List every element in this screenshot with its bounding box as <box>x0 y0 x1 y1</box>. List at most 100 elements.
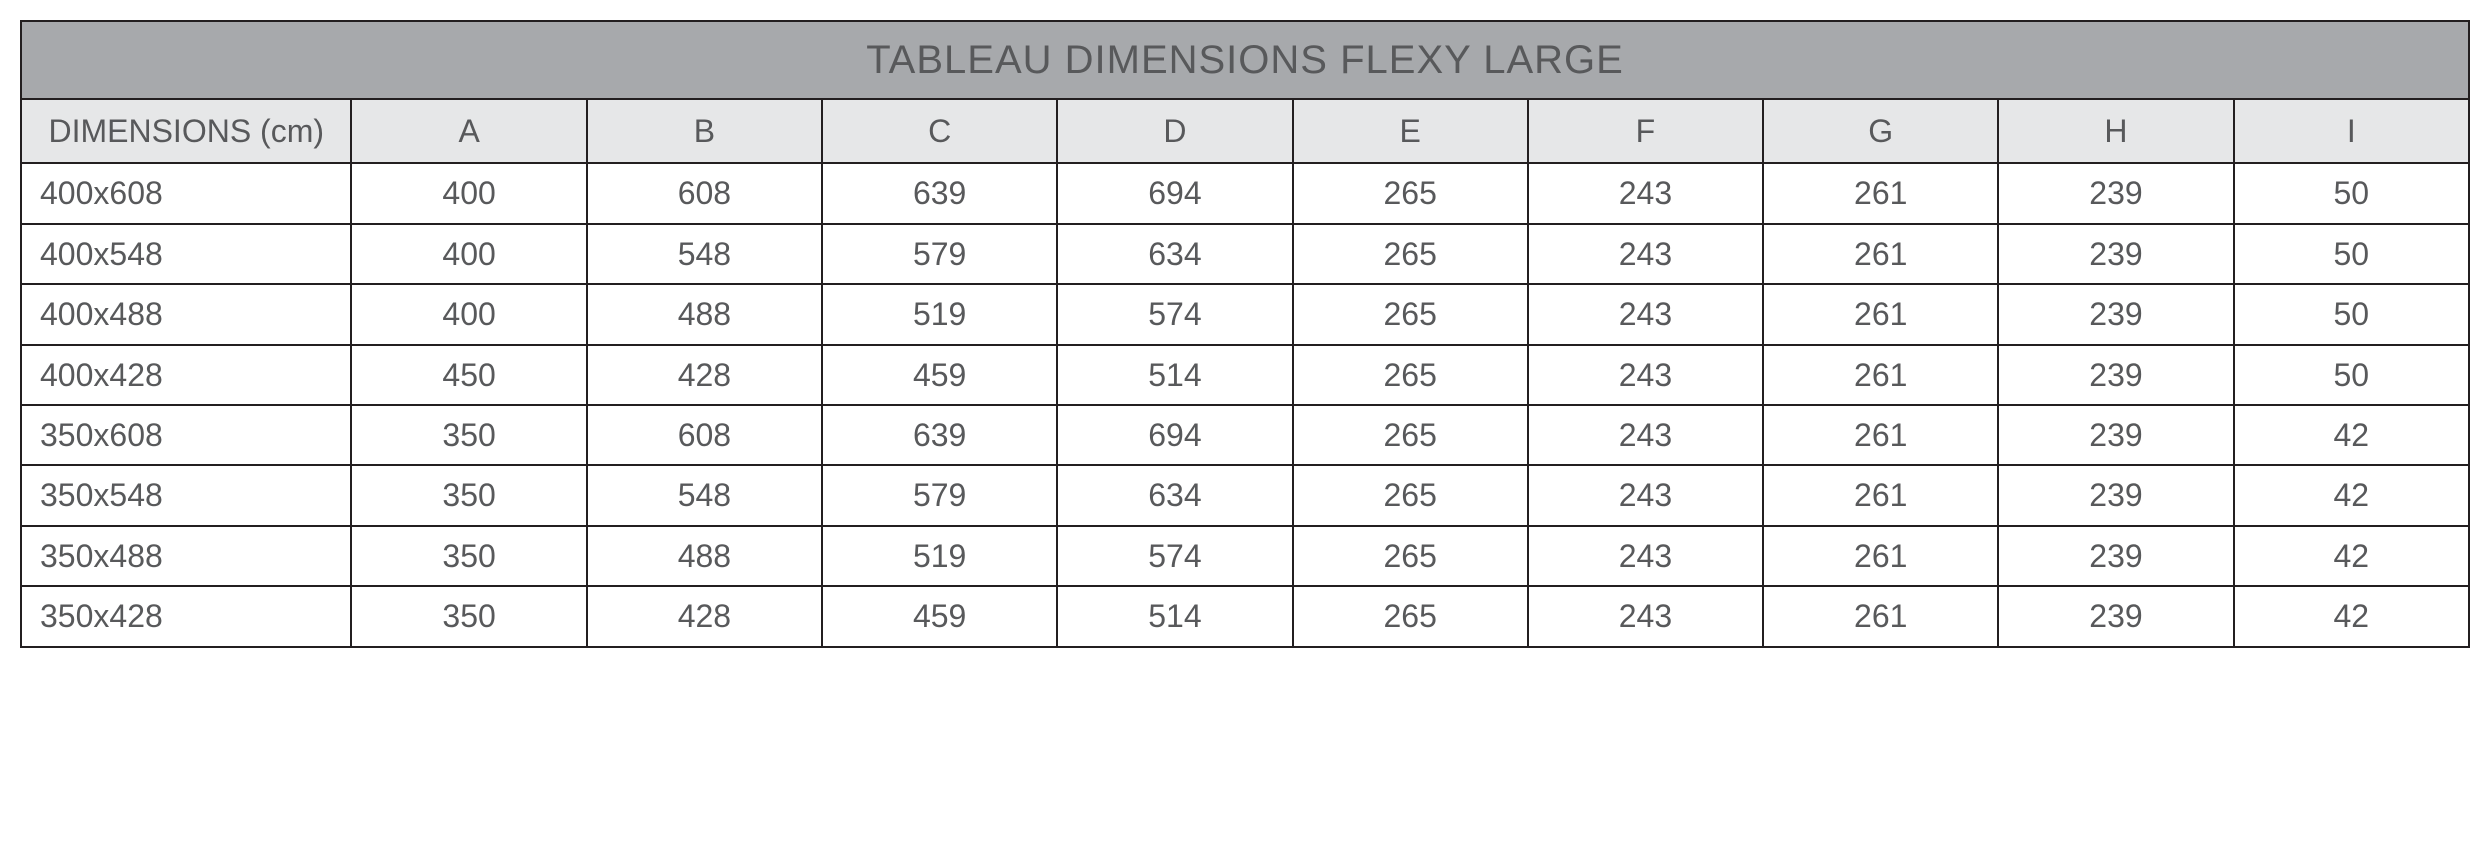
table-row: 400x488 400 488 519 574 265 243 261 239 … <box>21 284 2469 344</box>
table-cell: 400x608 <box>21 163 351 223</box>
table-cell: 519 <box>822 526 1057 586</box>
table-cell: 243 <box>1528 405 1763 465</box>
table-cell: 350x608 <box>21 405 351 465</box>
table-cell: 239 <box>1998 284 2233 344</box>
column-header: D <box>1057 99 1292 163</box>
table-cell: 428 <box>587 345 822 405</box>
table-cell: 50 <box>2234 345 2469 405</box>
column-header: B <box>587 99 822 163</box>
table-row: 350x608 350 608 639 694 265 243 261 239 … <box>21 405 2469 465</box>
table-cell: 265 <box>1293 586 1528 646</box>
table-cell: 350 <box>351 405 586 465</box>
table-cell: 239 <box>1998 224 2233 284</box>
table-cell: 574 <box>1057 284 1292 344</box>
table-cell: 608 <box>587 405 822 465</box>
table-cell: 450 <box>351 345 586 405</box>
table-cell: 265 <box>1293 465 1528 525</box>
table-cell: 42 <box>2234 586 2469 646</box>
table-cell: 350 <box>351 465 586 525</box>
table-row: 350x488 350 488 519 574 265 243 261 239 … <box>21 526 2469 586</box>
table-title-row: TABLEAU DIMENSIONS FLEXY LARGE <box>21 21 2469 99</box>
table-cell: 243 <box>1528 586 1763 646</box>
column-header: G <box>1763 99 1998 163</box>
table-cell: 579 <box>822 465 1057 525</box>
table-cell: 243 <box>1528 284 1763 344</box>
table-cell: 400 <box>351 284 586 344</box>
table-row: 400x608 400 608 639 694 265 243 261 239 … <box>21 163 2469 223</box>
table-cell: 239 <box>1998 345 2233 405</box>
table-cell: 50 <box>2234 163 2469 223</box>
table-cell: 261 <box>1763 586 1998 646</box>
table-cell: 428 <box>587 586 822 646</box>
table-cell: 42 <box>2234 465 2469 525</box>
table-cell: 50 <box>2234 284 2469 344</box>
table-cell: 548 <box>587 224 822 284</box>
table-cell: 639 <box>822 163 1057 223</box>
table-row: 350x428 350 428 459 514 265 243 261 239 … <box>21 586 2469 646</box>
table-cell: 261 <box>1763 163 1998 223</box>
column-header: C <box>822 99 1057 163</box>
dimensions-table: TABLEAU DIMENSIONS FLEXY LARGE DIMENSION… <box>20 20 2470 648</box>
table-cell: 243 <box>1528 465 1763 525</box>
table-cell: 350x428 <box>21 586 351 646</box>
table-cell: 459 <box>822 345 1057 405</box>
table-cell: 400 <box>351 163 586 223</box>
table-cell: 42 <box>2234 405 2469 465</box>
table-cell: 579 <box>822 224 1057 284</box>
table-cell: 261 <box>1763 526 1998 586</box>
table-cell: 574 <box>1057 526 1292 586</box>
table-cell: 548 <box>587 465 822 525</box>
table-cell: 694 <box>1057 163 1292 223</box>
table-cell: 519 <box>822 284 1057 344</box>
table-title: TABLEAU DIMENSIONS FLEXY LARGE <box>21 21 2469 99</box>
table-cell: 261 <box>1763 345 1998 405</box>
table-cell: 42 <box>2234 526 2469 586</box>
table-cell: 265 <box>1293 345 1528 405</box>
table-body: 400x608 400 608 639 694 265 243 261 239 … <box>21 163 2469 646</box>
table-cell: 350x548 <box>21 465 351 525</box>
column-header: F <box>1528 99 1763 163</box>
table-cell: 350 <box>351 526 586 586</box>
table-cell: 608 <box>587 163 822 223</box>
table-row: 400x548 400 548 579 634 265 243 261 239 … <box>21 224 2469 284</box>
table-cell: 261 <box>1763 405 1998 465</box>
table-cell: 265 <box>1293 163 1528 223</box>
table-cell: 634 <box>1057 224 1292 284</box>
table-cell: 639 <box>822 405 1057 465</box>
column-header: E <box>1293 99 1528 163</box>
table-cell: 265 <box>1293 405 1528 465</box>
table-cell: 239 <box>1998 465 2233 525</box>
table-row: 400x428 450 428 459 514 265 243 261 239 … <box>21 345 2469 405</box>
column-header: A <box>351 99 586 163</box>
table-cell: 261 <box>1763 284 1998 344</box>
table-cell: 350 <box>351 586 586 646</box>
table-cell: 261 <box>1763 224 1998 284</box>
table-cell: 400x488 <box>21 284 351 344</box>
table-cell: 400x548 <box>21 224 351 284</box>
table-cell: 243 <box>1528 163 1763 223</box>
table-cell: 50 <box>2234 224 2469 284</box>
column-header: DIMENSIONS (cm) <box>21 99 351 163</box>
table-row: 350x548 350 548 579 634 265 243 261 239 … <box>21 465 2469 525</box>
table-cell: 350x488 <box>21 526 351 586</box>
table-cell: 514 <box>1057 345 1292 405</box>
table-cell: 514 <box>1057 586 1292 646</box>
table-cell: 634 <box>1057 465 1292 525</box>
table-cell: 459 <box>822 586 1057 646</box>
column-header: I <box>2234 99 2469 163</box>
table-cell: 265 <box>1293 284 1528 344</box>
column-header: H <box>1998 99 2233 163</box>
table-cell: 265 <box>1293 526 1528 586</box>
table-cell: 261 <box>1763 465 1998 525</box>
table-cell: 243 <box>1528 345 1763 405</box>
table-cell: 400x428 <box>21 345 351 405</box>
dimensions-table-container: TABLEAU DIMENSIONS FLEXY LARGE DIMENSION… <box>20 20 2470 648</box>
table-cell: 243 <box>1528 224 1763 284</box>
table-cell: 488 <box>587 284 822 344</box>
table-cell: 239 <box>1998 586 2233 646</box>
table-cell: 239 <box>1998 405 2233 465</box>
table-cell: 243 <box>1528 526 1763 586</box>
table-cell: 488 <box>587 526 822 586</box>
table-cell: 265 <box>1293 224 1528 284</box>
table-cell: 239 <box>1998 526 2233 586</box>
